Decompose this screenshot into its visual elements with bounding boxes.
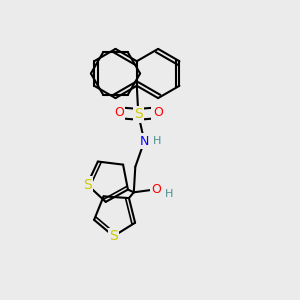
Text: H: H: [165, 189, 173, 199]
Text: H: H: [153, 136, 162, 146]
Text: O: O: [114, 106, 124, 119]
Text: S: S: [109, 229, 118, 243]
Text: N: N: [140, 135, 149, 148]
Text: O: O: [153, 106, 163, 119]
Text: S: S: [134, 107, 143, 121]
Text: S: S: [83, 178, 92, 192]
Text: O: O: [152, 183, 161, 196]
